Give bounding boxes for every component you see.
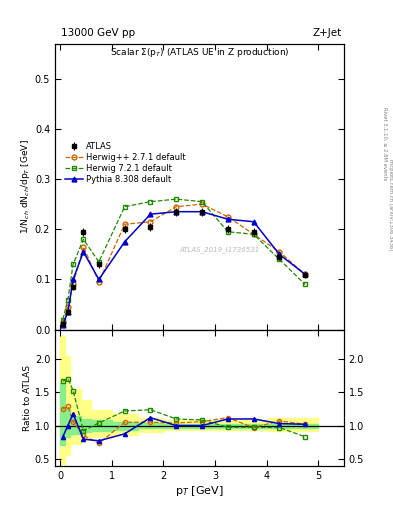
- Text: Rivet 3.1.10, ≥ 2.8M events: Rivet 3.1.10, ≥ 2.8M events: [382, 106, 387, 180]
- Legend: ATLAS, Herwig++ 2.7.1 default, Herwig 7.2.1 default, Pythia 8.308 default: ATLAS, Herwig++ 2.7.1 default, Herwig 7.…: [62, 139, 188, 186]
- Text: ATLAS_2019_I1736531: ATLAS_2019_I1736531: [180, 246, 260, 253]
- X-axis label: p$_T$ [GeV]: p$_T$ [GeV]: [175, 483, 224, 498]
- Text: mcplots.cern.ch [arXiv:1306.3436]: mcplots.cern.ch [arXiv:1306.3436]: [388, 159, 393, 250]
- Y-axis label: 1/N$_{ch}$ dN$_{ch}$/dp$_T$ [GeV]: 1/N$_{ch}$ dN$_{ch}$/dp$_T$ [GeV]: [19, 139, 32, 234]
- Text: Scalar $\Sigma$(p$_T$) (ATLAS UE in Z production): Scalar $\Sigma$(p$_T$) (ATLAS UE in Z pr…: [110, 47, 289, 59]
- Text: Z+Jet: Z+Jet: [313, 28, 342, 38]
- Y-axis label: Ratio to ATLAS: Ratio to ATLAS: [23, 365, 32, 431]
- Text: 13000 GeV pp: 13000 GeV pp: [61, 28, 135, 38]
